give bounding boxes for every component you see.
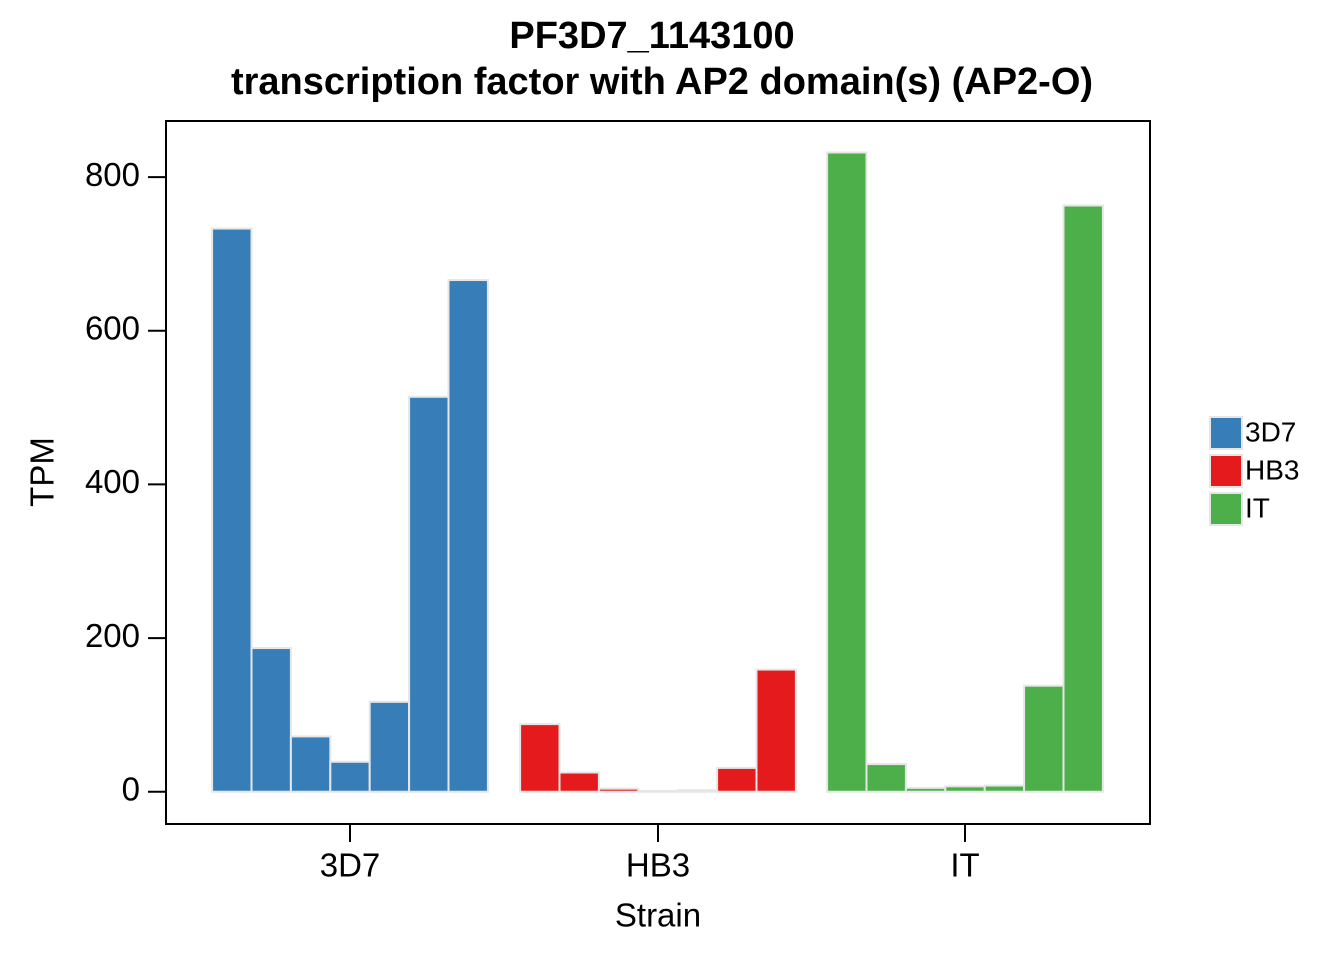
legend-label: 3D7 bbox=[1245, 416, 1296, 447]
chart-subtitle: transcription factor with AP2 domain(s) … bbox=[231, 61, 1093, 103]
bar bbox=[368, 700, 411, 793]
y-tick-label: 0 bbox=[122, 770, 140, 807]
bar bbox=[865, 763, 907, 793]
bar bbox=[408, 395, 450, 793]
bar bbox=[211, 227, 253, 793]
bar bbox=[447, 279, 489, 793]
bar bbox=[637, 789, 679, 793]
y-tick-label: 200 bbox=[85, 617, 140, 654]
bar bbox=[944, 785, 986, 793]
chart-title: PF3D7_1143100 bbox=[509, 15, 794, 57]
bar bbox=[289, 735, 332, 793]
x-axis-label: Strain bbox=[615, 897, 701, 934]
y-axis-label: TPM bbox=[24, 437, 61, 507]
bar bbox=[1023, 684, 1065, 793]
y-tick-label: 600 bbox=[85, 309, 140, 346]
legend-swatch bbox=[1209, 454, 1243, 488]
bar bbox=[755, 668, 797, 793]
bar bbox=[676, 789, 719, 793]
bar bbox=[904, 786, 947, 793]
bar bbox=[716, 766, 758, 793]
bar bbox=[558, 771, 600, 793]
bar bbox=[826, 151, 868, 793]
bar bbox=[329, 760, 371, 793]
bar bbox=[597, 787, 640, 793]
bar bbox=[983, 784, 1026, 793]
x-tick-label: HB3 bbox=[626, 847, 690, 884]
y-tick-label: 800 bbox=[85, 156, 140, 193]
bar bbox=[519, 723, 561, 793]
bar bbox=[1062, 204, 1104, 793]
legend-swatch bbox=[1209, 416, 1243, 450]
y-tick-label: 400 bbox=[85, 463, 140, 500]
legend-label: HB3 bbox=[1245, 454, 1299, 485]
bar bbox=[250, 647, 292, 793]
legend-swatch bbox=[1209, 492, 1243, 526]
plot-frame bbox=[165, 120, 1151, 825]
x-tick-label: 3D7 bbox=[320, 847, 381, 884]
x-tick-label: IT bbox=[950, 847, 979, 884]
legend-label: IT bbox=[1245, 492, 1270, 523]
